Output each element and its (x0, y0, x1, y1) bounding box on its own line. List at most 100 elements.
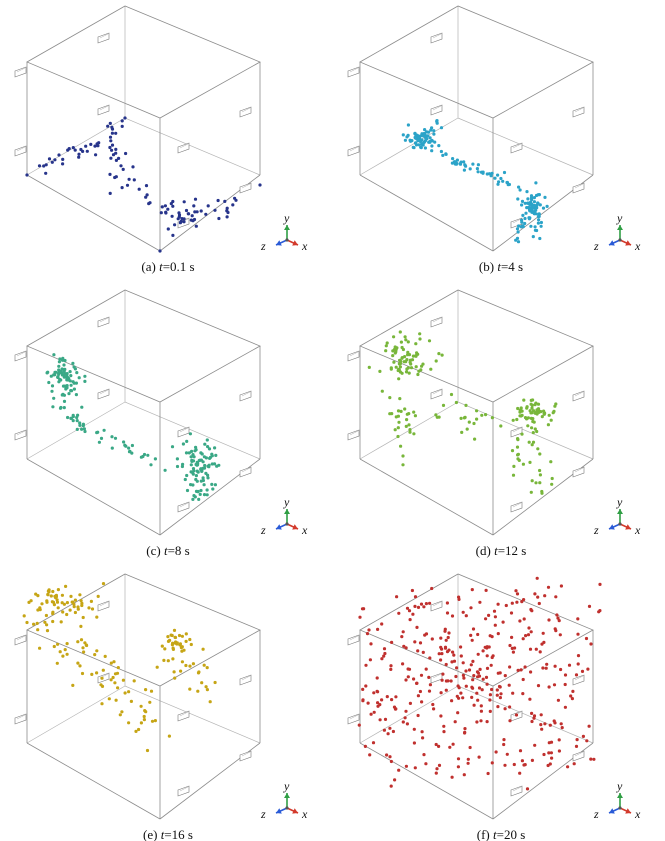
particle (469, 663, 473, 667)
particle (76, 640, 80, 644)
particle (127, 690, 131, 694)
particle (414, 342, 418, 346)
particle (384, 349, 388, 353)
particle (75, 371, 79, 375)
panel-f: yx z (f) t=20 s (347, 573, 641, 841)
particle (410, 588, 414, 593)
vent-slat (241, 107, 251, 113)
cube-hidden-edge (359, 117, 459, 176)
particle (75, 419, 79, 423)
particle (553, 664, 557, 668)
particle (528, 209, 532, 213)
particle (418, 337, 422, 341)
y-axis-arrow-arrowhead (617, 793, 623, 798)
particle (529, 670, 533, 674)
particle (487, 613, 491, 617)
particle (523, 216, 527, 221)
vent-slat (16, 430, 26, 436)
particle (404, 764, 408, 768)
particle (394, 365, 398, 369)
particle (173, 676, 177, 680)
particle (49, 594, 53, 598)
vent-symbol (510, 501, 523, 513)
particle (530, 479, 534, 483)
particle (82, 427, 86, 431)
particle (120, 124, 124, 128)
particle (490, 687, 494, 692)
particle (201, 476, 205, 480)
particle (196, 490, 200, 494)
particle (166, 207, 170, 211)
particle (177, 633, 182, 638)
particle (481, 171, 485, 175)
particle (450, 699, 454, 703)
particle (442, 724, 446, 728)
particle (163, 204, 167, 208)
particle (399, 444, 403, 448)
particle (503, 707, 507, 711)
particle (448, 745, 452, 749)
particle (372, 691, 376, 695)
particle (108, 145, 112, 150)
particle (547, 685, 551, 689)
particle (575, 738, 579, 742)
triad-origin (618, 522, 622, 526)
particle (164, 211, 168, 215)
particle (413, 595, 418, 599)
particle (470, 695, 474, 699)
particle (392, 335, 396, 339)
particle (430, 139, 434, 143)
particle (545, 204, 549, 208)
particle (400, 635, 404, 639)
z-axis-label: z (593, 239, 599, 253)
particle (371, 741, 376, 745)
particle (515, 592, 520, 596)
particle (574, 673, 579, 677)
particle (56, 588, 61, 592)
particle (417, 369, 421, 373)
vent-slat (574, 183, 584, 189)
particle (421, 736, 425, 740)
panel-caption: (f) t=20 s (477, 827, 526, 841)
particle (525, 787, 530, 791)
particle (206, 473, 210, 477)
particle (61, 157, 65, 161)
particle (536, 214, 540, 219)
particle (451, 157, 455, 161)
particle (424, 602, 428, 606)
particle (437, 144, 441, 148)
particle (416, 694, 420, 698)
particle (360, 607, 365, 611)
particle (127, 446, 131, 450)
particle (206, 445, 210, 449)
particle (193, 495, 197, 499)
particle (406, 667, 410, 671)
particle (65, 612, 69, 617)
particle (437, 744, 441, 748)
vent-slat (512, 143, 522, 149)
cube-edge (26, 174, 161, 252)
particle (511, 473, 516, 477)
particle (194, 224, 198, 228)
particle (145, 748, 150, 753)
particle (424, 632, 429, 636)
particle (541, 666, 545, 670)
particle (56, 375, 60, 379)
particle (529, 196, 534, 200)
particle (185, 488, 190, 493)
particle (61, 384, 66, 388)
particle (44, 171, 48, 175)
vent-symbol (347, 429, 360, 441)
particle (553, 627, 557, 631)
cube-hidden-edge (26, 685, 126, 744)
particle (530, 406, 534, 410)
particle (559, 584, 563, 588)
particle (495, 688, 499, 692)
particle (212, 462, 217, 466)
particle (480, 688, 484, 692)
particle (207, 447, 212, 451)
vent-symbol (572, 106, 585, 118)
particle (563, 682, 567, 687)
vent-slat (432, 673, 442, 679)
particle (428, 136, 432, 140)
